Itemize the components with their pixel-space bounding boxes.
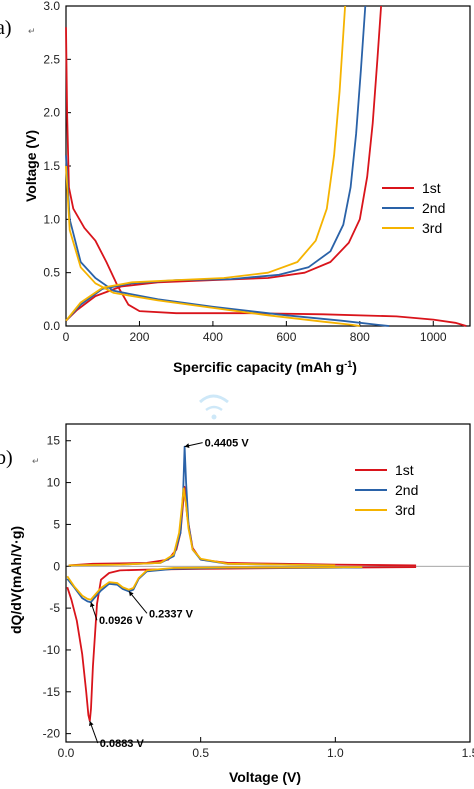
panel-b-annotation-label: 0.4405 V [205,438,250,450]
panel-b-return-mark: ↵ [32,456,40,466]
panel-b-annotation-label: 0.0926 V [99,615,144,627]
panel-a-series-3rd-curve [65,5,346,322]
watermark-icon [198,394,229,420]
panel-a-xlabel-end: ) [352,359,357,375]
panel-a-label: a) [0,17,12,39]
panel-a-series-3rd-curve [65,165,360,327]
panel-b-annotation-arrowhead [128,591,134,597]
panel-a-ytick-label: 3.0 [43,0,60,13]
panel-b-label: b) [0,447,13,469]
panel-b-ytick-label: 0 [53,559,60,573]
panel-b-ytick-label: -15 [43,685,61,699]
panel-a-xtick-label: 600 [276,330,296,344]
panel-a-xtick-label: 1000 [420,330,447,344]
panel-a-series-2nd-curve [65,155,390,327]
panel-a-series-1st-curve [65,27,467,327]
panel-b-series-3rd-curve [66,566,363,601]
panel-b-ytick-label: -10 [43,643,61,657]
panel-b-xtick-label: 0.0 [58,746,75,760]
panel-a-ytick-label: 1.5 [43,159,60,173]
panel-a-xtick-label: 200 [129,330,149,344]
panel-a-ylabel: Voltage (V) [23,130,39,202]
panel-a-return-mark: ↵ [28,26,36,36]
panel-a-ytick-label: 0.0 [43,319,60,333]
panel-b-annotation-arrowhead [90,602,95,608]
panel-b-series-3rd-curve [68,487,336,567]
panel-a-series-1st-curve [65,5,382,322]
panel-a-legend-label: 1st [422,180,441,196]
panel-b-annotation-arrowhead [89,721,94,727]
panel-a-xtick-label: 0 [63,330,70,344]
panel-b-xtick-label: 1.5 [462,746,474,760]
panel-a-ytick-label: 1.0 [43,212,60,226]
panel-b-xlabel: Voltage (V) [229,769,301,785]
panel-b-ytick-label: -20 [43,727,61,741]
panel-a-xlabel-main: Spercific capacity (mAh g [173,359,344,375]
panel-b-annotation-arrow [128,591,148,614]
panel-b-annotation-label: 0.2337 V [149,608,194,620]
panel-a-xtick-label: 400 [203,330,223,344]
panel-b-plot: 0.0 0.5 1.0 1.5 15 10 5 0 -5 -10 -15 -20 1st 2nd 3rd 0.… [43,423,474,760]
panel-b-ytick-label: 5 [53,517,60,531]
panel-b-series-1st-curve [66,566,417,722]
panel-a-ytick-label: 0.5 [43,266,60,280]
panel-a-plot: 0 200 400 600 800 1000 0.0 0.5 1.0 1.5 2.0 2.5 3.0 1s… [43,0,471,344]
panel-b-frame [65,423,471,743]
panel-b-series-2nd-curve [68,445,336,567]
panel-b-series-1st-curve [68,485,417,567]
panel-b-ytick-label: 15 [47,434,61,448]
panel-b-ytick-label: 10 [47,476,61,490]
panel-b-xtick-label: 1.0 [327,746,344,760]
panel-a-legend-label: 2nd [422,200,445,216]
panel-a-ytick-label: 2.0 [43,106,60,120]
panel-b-legend-label: 1st [395,462,414,478]
panel-a-series-2nd-curve [65,5,367,322]
panel-b-xtick-label: 0.5 [192,746,209,760]
panel-b-legend-label: 2nd [395,482,418,498]
panel-a-xtick-label: 800 [350,330,370,344]
panel-a-ytick-label: 2.5 [43,52,60,66]
panel-b-annotation-arrowhead [184,443,190,448]
panel-a-xlabel-sup: -1 [344,359,352,369]
panel-b-annotation-label: 0.0883 V [100,738,145,750]
panel-b-ytick-label: -5 [49,601,60,615]
panel-b-legend-label: 3rd [395,502,415,518]
panel-a-legend-label: 3rd [422,220,442,236]
panel-a-xlabel: Spercific capacity (mAh g-1) [173,359,357,375]
panel-b-ylabel: dQ/dV(mAh/V·g) [8,526,24,634]
